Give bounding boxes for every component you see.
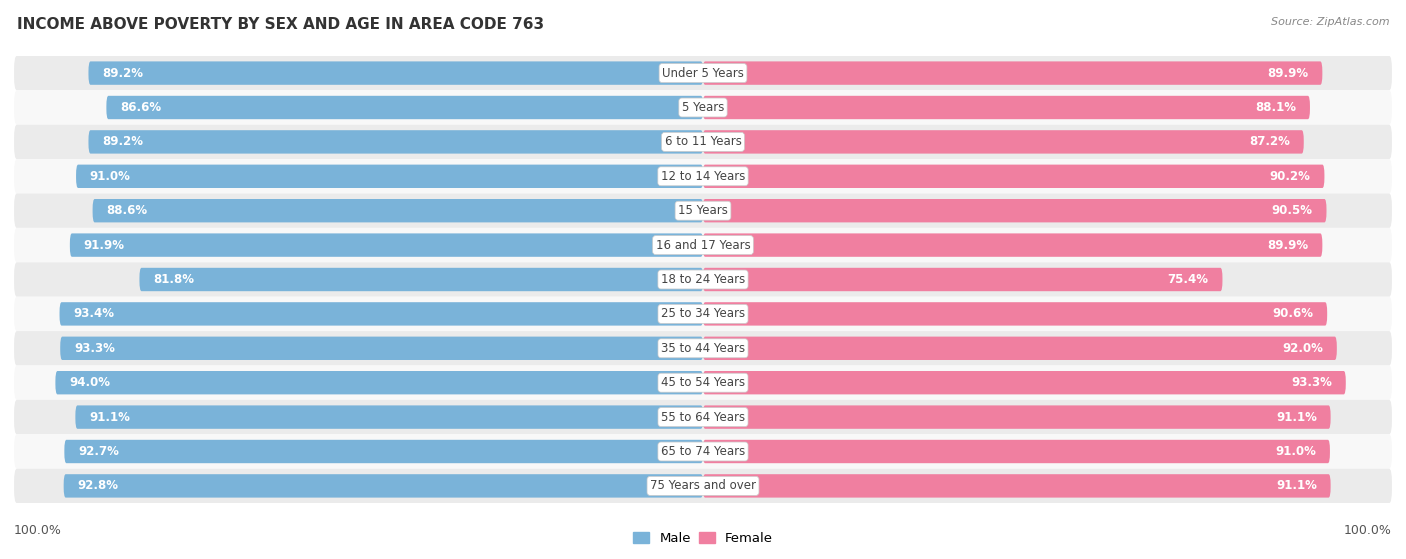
Text: 91.0%: 91.0%: [90, 170, 131, 183]
Text: 86.6%: 86.6%: [120, 101, 162, 114]
Text: 88.6%: 88.6%: [107, 204, 148, 217]
Text: 87.2%: 87.2%: [1249, 135, 1289, 148]
Text: 65 to 74 Years: 65 to 74 Years: [661, 445, 745, 458]
Text: 35 to 44 Years: 35 to 44 Years: [661, 342, 745, 355]
Text: 91.1%: 91.1%: [1277, 411, 1317, 424]
FancyBboxPatch shape: [14, 91, 1392, 125]
FancyBboxPatch shape: [139, 268, 703, 291]
FancyBboxPatch shape: [703, 164, 1324, 188]
FancyBboxPatch shape: [14, 228, 1392, 262]
FancyBboxPatch shape: [703, 234, 1323, 257]
Text: 75 Years and over: 75 Years and over: [650, 480, 756, 492]
Text: 89.2%: 89.2%: [103, 135, 143, 148]
Text: 89.9%: 89.9%: [1267, 67, 1309, 79]
FancyBboxPatch shape: [14, 400, 1392, 434]
FancyBboxPatch shape: [703, 440, 1330, 463]
Text: Source: ZipAtlas.com: Source: ZipAtlas.com: [1271, 17, 1389, 27]
Text: 16 and 17 Years: 16 and 17 Years: [655, 239, 751, 252]
FancyBboxPatch shape: [89, 61, 703, 85]
Text: 5 Years: 5 Years: [682, 101, 724, 114]
FancyBboxPatch shape: [703, 268, 1222, 291]
Text: 45 to 54 Years: 45 to 54 Years: [661, 376, 745, 389]
Text: Under 5 Years: Under 5 Years: [662, 67, 744, 79]
Text: 92.0%: 92.0%: [1282, 342, 1323, 355]
Text: 91.1%: 91.1%: [1277, 480, 1317, 492]
Text: 94.0%: 94.0%: [69, 376, 110, 389]
Text: 92.7%: 92.7%: [79, 445, 120, 458]
FancyBboxPatch shape: [70, 234, 703, 257]
FancyBboxPatch shape: [703, 61, 1323, 85]
Text: 75.4%: 75.4%: [1167, 273, 1209, 286]
FancyBboxPatch shape: [76, 164, 703, 188]
FancyBboxPatch shape: [703, 96, 1310, 119]
Text: 93.3%: 93.3%: [75, 342, 115, 355]
Text: 18 to 24 Years: 18 to 24 Years: [661, 273, 745, 286]
FancyBboxPatch shape: [703, 302, 1327, 325]
FancyBboxPatch shape: [14, 125, 1392, 159]
Text: 89.2%: 89.2%: [103, 67, 143, 79]
Text: 6 to 11 Years: 6 to 11 Years: [665, 135, 741, 148]
FancyBboxPatch shape: [14, 331, 1392, 366]
Text: 15 Years: 15 Years: [678, 204, 728, 217]
FancyBboxPatch shape: [55, 371, 703, 395]
Legend: Male, Female: Male, Female: [627, 527, 779, 550]
FancyBboxPatch shape: [703, 130, 1303, 154]
FancyBboxPatch shape: [703, 371, 1346, 395]
Text: 90.5%: 90.5%: [1271, 204, 1313, 217]
Text: 89.9%: 89.9%: [1267, 239, 1309, 252]
Text: 25 to 34 Years: 25 to 34 Years: [661, 307, 745, 320]
Text: 90.2%: 90.2%: [1270, 170, 1310, 183]
Text: 91.9%: 91.9%: [83, 239, 125, 252]
FancyBboxPatch shape: [14, 297, 1392, 331]
FancyBboxPatch shape: [703, 474, 1330, 498]
FancyBboxPatch shape: [14, 468, 1392, 503]
Text: 91.1%: 91.1%: [89, 411, 129, 424]
Text: 12 to 14 Years: 12 to 14 Years: [661, 170, 745, 183]
FancyBboxPatch shape: [89, 130, 703, 154]
FancyBboxPatch shape: [703, 405, 1330, 429]
Text: 100.0%: 100.0%: [14, 524, 62, 537]
FancyBboxPatch shape: [703, 199, 1326, 222]
FancyBboxPatch shape: [63, 474, 703, 498]
Text: 92.8%: 92.8%: [77, 480, 118, 492]
FancyBboxPatch shape: [703, 337, 1337, 360]
FancyBboxPatch shape: [14, 434, 1392, 468]
FancyBboxPatch shape: [93, 199, 703, 222]
FancyBboxPatch shape: [14, 159, 1392, 193]
FancyBboxPatch shape: [60, 337, 703, 360]
Text: 100.0%: 100.0%: [1344, 524, 1392, 537]
Text: INCOME ABOVE POVERTY BY SEX AND AGE IN AREA CODE 763: INCOME ABOVE POVERTY BY SEX AND AGE IN A…: [17, 17, 544, 32]
Text: 93.3%: 93.3%: [1291, 376, 1331, 389]
FancyBboxPatch shape: [65, 440, 703, 463]
FancyBboxPatch shape: [14, 262, 1392, 297]
Text: 88.1%: 88.1%: [1256, 101, 1296, 114]
FancyBboxPatch shape: [14, 193, 1392, 228]
FancyBboxPatch shape: [14, 366, 1392, 400]
Text: 55 to 64 Years: 55 to 64 Years: [661, 411, 745, 424]
FancyBboxPatch shape: [107, 96, 703, 119]
FancyBboxPatch shape: [76, 405, 703, 429]
Text: 81.8%: 81.8%: [153, 273, 194, 286]
FancyBboxPatch shape: [59, 302, 703, 325]
FancyBboxPatch shape: [14, 56, 1392, 91]
Text: 91.0%: 91.0%: [1275, 445, 1316, 458]
Text: 93.4%: 93.4%: [73, 307, 114, 320]
Text: 90.6%: 90.6%: [1272, 307, 1313, 320]
